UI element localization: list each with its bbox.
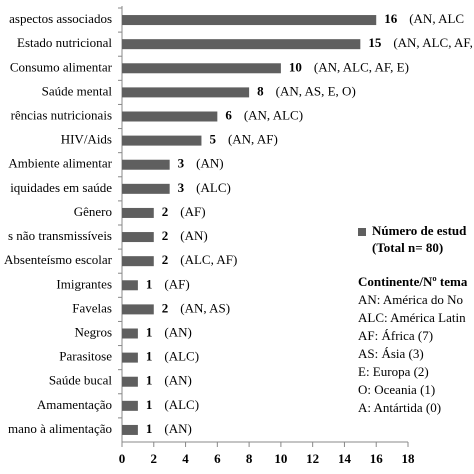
continent-title: Continente/Nº tema: [358, 274, 468, 289]
value-label: 1: [146, 421, 153, 436]
x-tick-label: 2: [151, 451, 158, 466]
annotation: (AF): [180, 204, 205, 219]
continent-item: O: Oceania (1): [358, 382, 435, 397]
bar: [122, 39, 361, 50]
value-label: 3: [178, 156, 185, 171]
bar: [122, 400, 138, 411]
y-tick-label: Consumo alimentar: [10, 59, 113, 74]
y-tick-label: iquidades em saúde: [10, 180, 112, 195]
annotation: (AN): [164, 421, 191, 436]
continent-item: ALC: América Latin: [358, 310, 466, 325]
value-label: 1: [146, 276, 153, 291]
value-label: 5: [209, 132, 216, 147]
annotation: (AN): [164, 324, 191, 339]
annotation: (AN): [164, 373, 191, 388]
y-tick-label: Gênero: [74, 204, 112, 219]
bar: [122, 232, 154, 243]
bar: [122, 376, 138, 387]
bar: [122, 15, 377, 26]
y-tick-label: Negros: [74, 324, 112, 339]
y-tick-label: aspectos associados: [9, 11, 112, 26]
y-tick-label: Imigrantes: [56, 276, 112, 291]
annotation: (ALC, AF): [180, 252, 237, 267]
value-label: 6: [225, 107, 232, 122]
annotation: (AN, ALC, AF, E): [393, 35, 474, 50]
annotation: (AN): [196, 156, 223, 171]
continent-item: A: Antártida (0): [358, 400, 441, 415]
value-label: 10: [289, 59, 302, 74]
bar: [122, 159, 170, 170]
value-label: 8: [257, 83, 264, 98]
y-tick-label: Absenteísmo escolar: [4, 252, 113, 267]
x-tick-label: 14: [338, 451, 352, 466]
value-label: 1: [146, 324, 153, 339]
annotation: (ALC): [196, 180, 231, 195]
value-label: 2: [162, 252, 169, 267]
legend-label: Número de estud: [372, 223, 467, 238]
bar: [122, 63, 281, 74]
annotation: (AN): [180, 228, 207, 243]
bar: [122, 280, 138, 291]
annotation: (AF): [164, 276, 189, 291]
bar: [122, 328, 138, 339]
bar: [122, 304, 154, 315]
annotation: (AN, ALC: [409, 11, 464, 26]
bar: [122, 135, 202, 146]
x-tick-label: 12: [306, 451, 319, 466]
y-tick-label: HIV/Aids: [61, 132, 112, 147]
y-tick-label: rências nutricionais: [11, 107, 112, 122]
legend-total: (Total n= 80): [372, 240, 443, 255]
bar: [122, 352, 138, 363]
x-tick-label: 16: [370, 451, 384, 466]
y-tick-label: Ambiente alimentar: [8, 156, 112, 171]
value-label: 2: [162, 300, 169, 315]
value-label: 16: [384, 11, 398, 26]
bar: [122, 87, 250, 98]
annotation: (AN, AS): [180, 300, 230, 315]
y-tick-label: Amamentação: [37, 397, 112, 412]
x-tick-label: 6: [214, 451, 221, 466]
continent-item: AF: África (7): [358, 328, 433, 343]
annotation: (AN, AS, E, O): [276, 83, 356, 98]
value-label: 1: [146, 349, 153, 364]
x-tick-label: 8: [246, 451, 253, 466]
bar: [122, 256, 154, 267]
y-tick-label: Parasitose: [59, 349, 112, 364]
y-tick-label: Favelas: [72, 300, 112, 315]
x-tick-label: 18: [402, 451, 416, 466]
continent-item: AN: América do No: [358, 292, 463, 307]
y-tick-label: Saúde bucal: [49, 373, 113, 388]
bar: [122, 207, 154, 218]
value-label: 2: [162, 228, 169, 243]
continent-item: E: Europa (2): [358, 364, 429, 379]
x-tick-label: 10: [274, 451, 287, 466]
value-label: 1: [146, 373, 153, 388]
value-label: 3: [178, 180, 185, 195]
annotation: (ALC): [164, 397, 199, 412]
value-label: 15: [368, 35, 382, 50]
annotation: (AN, ALC): [244, 107, 303, 122]
x-tick-label: 0: [119, 451, 126, 466]
value-label: 2: [162, 204, 169, 219]
bar: [122, 183, 170, 194]
annotation: (ALC): [164, 349, 199, 364]
bar: [122, 424, 138, 435]
legend-swatch: [358, 228, 366, 236]
annotation: (AN, AF): [228, 132, 278, 147]
continent-item: AS: Ásia (3): [358, 346, 424, 361]
y-tick-label: s não transmissíveis: [8, 228, 112, 243]
annotation: (AN, ALC, AF, E): [314, 59, 409, 74]
bar: [122, 111, 218, 122]
value-label: 1: [146, 397, 153, 412]
y-tick-label: Estado nutricional: [17, 35, 112, 50]
x-tick-label: 4: [182, 451, 189, 466]
y-tick-label: Saúde mental: [42, 83, 113, 98]
y-tick-label: mano à alimentação: [8, 421, 112, 436]
